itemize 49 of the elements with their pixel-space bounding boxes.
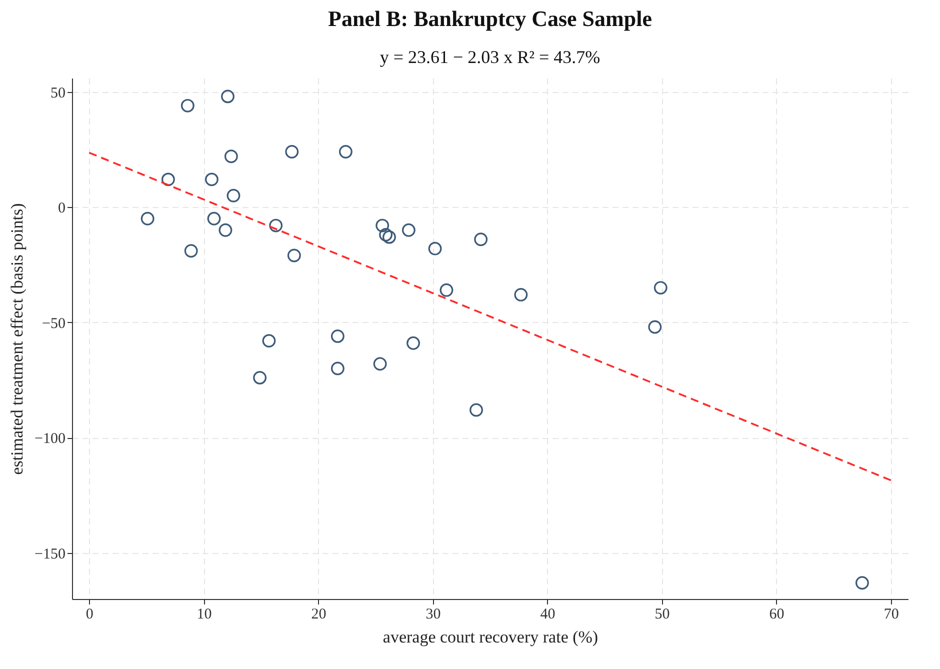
- point: [226, 188, 240, 202]
- point: [379, 228, 392, 242]
- y-tick-label: 0: [58, 200, 66, 217]
- point: [269, 218, 283, 232]
- point: [207, 212, 221, 226]
- point: [402, 223, 416, 237]
- point: [474, 232, 488, 246]
- point: [855, 576, 869, 590]
- y-axis-title: estimated treatment effect (basis points): [8, 203, 27, 475]
- point: [470, 403, 483, 417]
- point: [180, 98, 194, 112]
- point: [338, 145, 352, 158]
- point: [224, 150, 238, 164]
- point: [253, 370, 267, 384]
- point: [285, 145, 299, 158]
- x-tick-label: 20: [311, 606, 326, 622]
- point: [428, 242, 442, 256]
- point: [406, 336, 420, 350]
- point: [218, 223, 232, 237]
- point: [440, 283, 454, 297]
- point: [205, 172, 218, 186]
- point: [382, 230, 396, 244]
- point: [161, 172, 175, 186]
- point: [514, 288, 528, 302]
- x-tick-label: 60: [769, 606, 784, 622]
- x-tick-label: 40: [540, 606, 556, 622]
- chart-title: Panel B: Bankruptcy Case Sample: [328, 6, 652, 31]
- point: [648, 320, 662, 334]
- y-tick-label: −50: [42, 316, 66, 332]
- y-tick-label: −150: [34, 546, 66, 562]
- x-tick-label: 70: [884, 606, 899, 622]
- y-tick-label: −100: [34, 431, 66, 448]
- point: [262, 334, 276, 348]
- x-tick-label: 50: [654, 606, 670, 622]
- chart-subtitle: y = 23.61 − 2.03 x R² = 43.7%: [380, 47, 600, 67]
- point: [330, 329, 344, 343]
- point: [221, 90, 234, 104]
- point: [373, 357, 387, 371]
- x-axis-title: average court recovery rate (%): [382, 628, 598, 646]
- point: [184, 244, 198, 258]
- x-tick-label: 0: [86, 606, 94, 622]
- y-tick-label: 50: [50, 85, 66, 102]
- x-tick-label: 10: [196, 606, 212, 622]
- point: [330, 362, 344, 376]
- point: [140, 212, 154, 226]
- point: [654, 281, 668, 294]
- point: [376, 218, 390, 232]
- x-tick-label: 30: [426, 606, 441, 622]
- point: [287, 248, 301, 262]
